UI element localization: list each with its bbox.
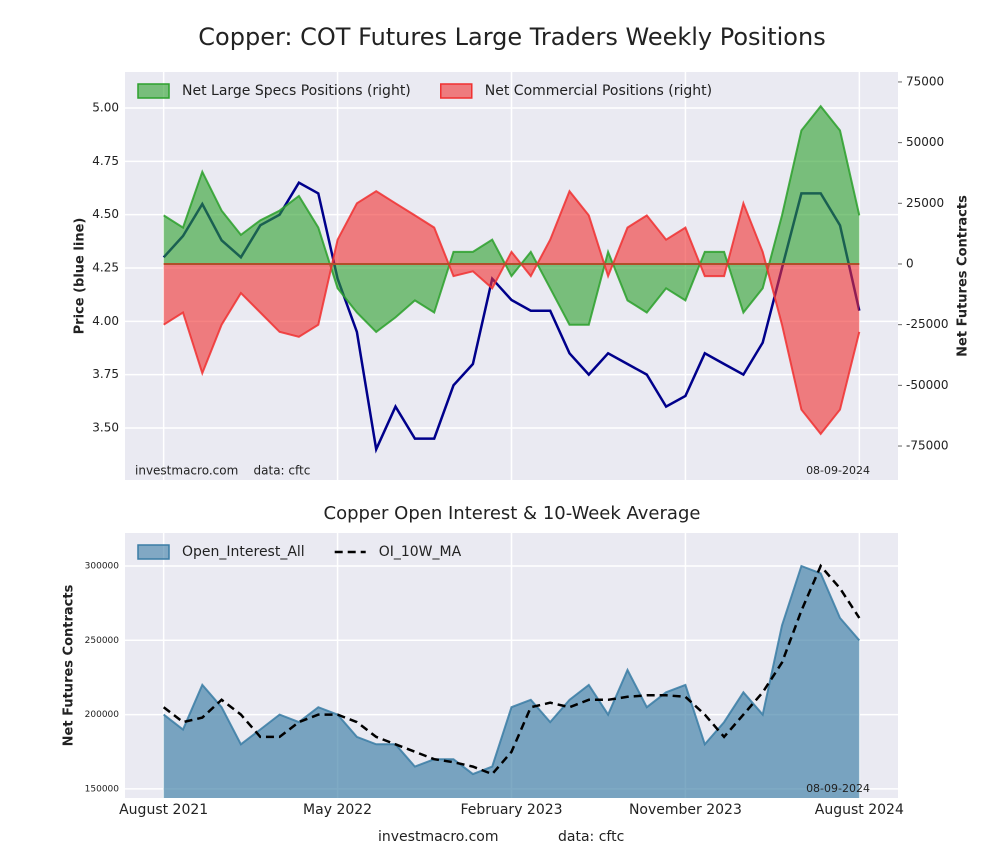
legend-label: Open_Interest_All	[182, 544, 305, 560]
plot-layer	[162, 104, 861, 454]
legend-swatch	[137, 83, 170, 99]
legend-label: Net Large Specs Positions (right)	[182, 83, 411, 99]
y-tick-label: 150000	[85, 784, 120, 794]
y-tick-label: 4.50	[92, 207, 119, 221]
area-edge	[163, 189, 861, 436]
y-axis-label: Price (blue line)	[73, 218, 88, 335]
x-tick-label: August 2021	[119, 802, 208, 818]
line	[162, 563, 861, 776]
y2-tick-label: -50000	[906, 378, 949, 392]
footer: data: cftc	[558, 829, 624, 845]
x-tick-label: February 2023	[460, 802, 562, 818]
legend-label: Net Commercial Positions (right)	[485, 83, 712, 99]
legend-swatch	[137, 544, 170, 560]
y2-tick-label: 0	[906, 256, 914, 270]
annotation: 08-09-2024	[806, 782, 870, 795]
y-tick-label: 250000	[85, 636, 120, 646]
legend-label: OI_10W_MA	[379, 544, 462, 560]
area	[163, 106, 860, 332]
x-tick-label: May 2022	[303, 802, 372, 818]
x-tick-label: August 2024	[815, 802, 904, 818]
x-tick-label: November 2023	[629, 802, 742, 818]
y-tick-label: 3.50	[92, 420, 119, 434]
y2-tick-label: 50000	[906, 135, 944, 149]
y2-tick-label: -75000	[906, 439, 949, 453]
legend-swatch	[440, 83, 473, 99]
y2-tick-label: 25000	[906, 196, 944, 210]
y-tick-label: 3.75	[92, 367, 119, 381]
y-tick-label: 5.00	[92, 101, 119, 115]
y-tick-label: 200000	[85, 710, 120, 720]
area	[163, 191, 860, 434]
y2-tick-label: 75000	[906, 74, 944, 88]
subplot-title: Copper Open Interest & 10-Week Average	[324, 503, 701, 524]
footer: investmacro.com	[378, 829, 498, 845]
y-tick-label: 4.75	[92, 154, 119, 168]
y2-tick-label: -25000	[906, 317, 949, 331]
annotation: 08-09-2024	[806, 464, 870, 477]
y-tick-label: 300000	[85, 561, 120, 571]
y-axis-label: Net Futures Contracts	[62, 584, 77, 746]
plot-layer	[162, 563, 861, 798]
y2-axis-label: Net Futures Contracts	[956, 195, 971, 357]
chart-title: Copper: COT Futures Large Traders Weekly…	[198, 23, 825, 51]
y-tick-label: 4.25	[92, 261, 119, 275]
annotation: investmacro.com data: cftc	[135, 464, 310, 478]
area	[163, 566, 860, 798]
y-tick-label: 4.00	[92, 314, 119, 328]
area-edge	[163, 104, 861, 334]
area-edge	[163, 564, 861, 776]
